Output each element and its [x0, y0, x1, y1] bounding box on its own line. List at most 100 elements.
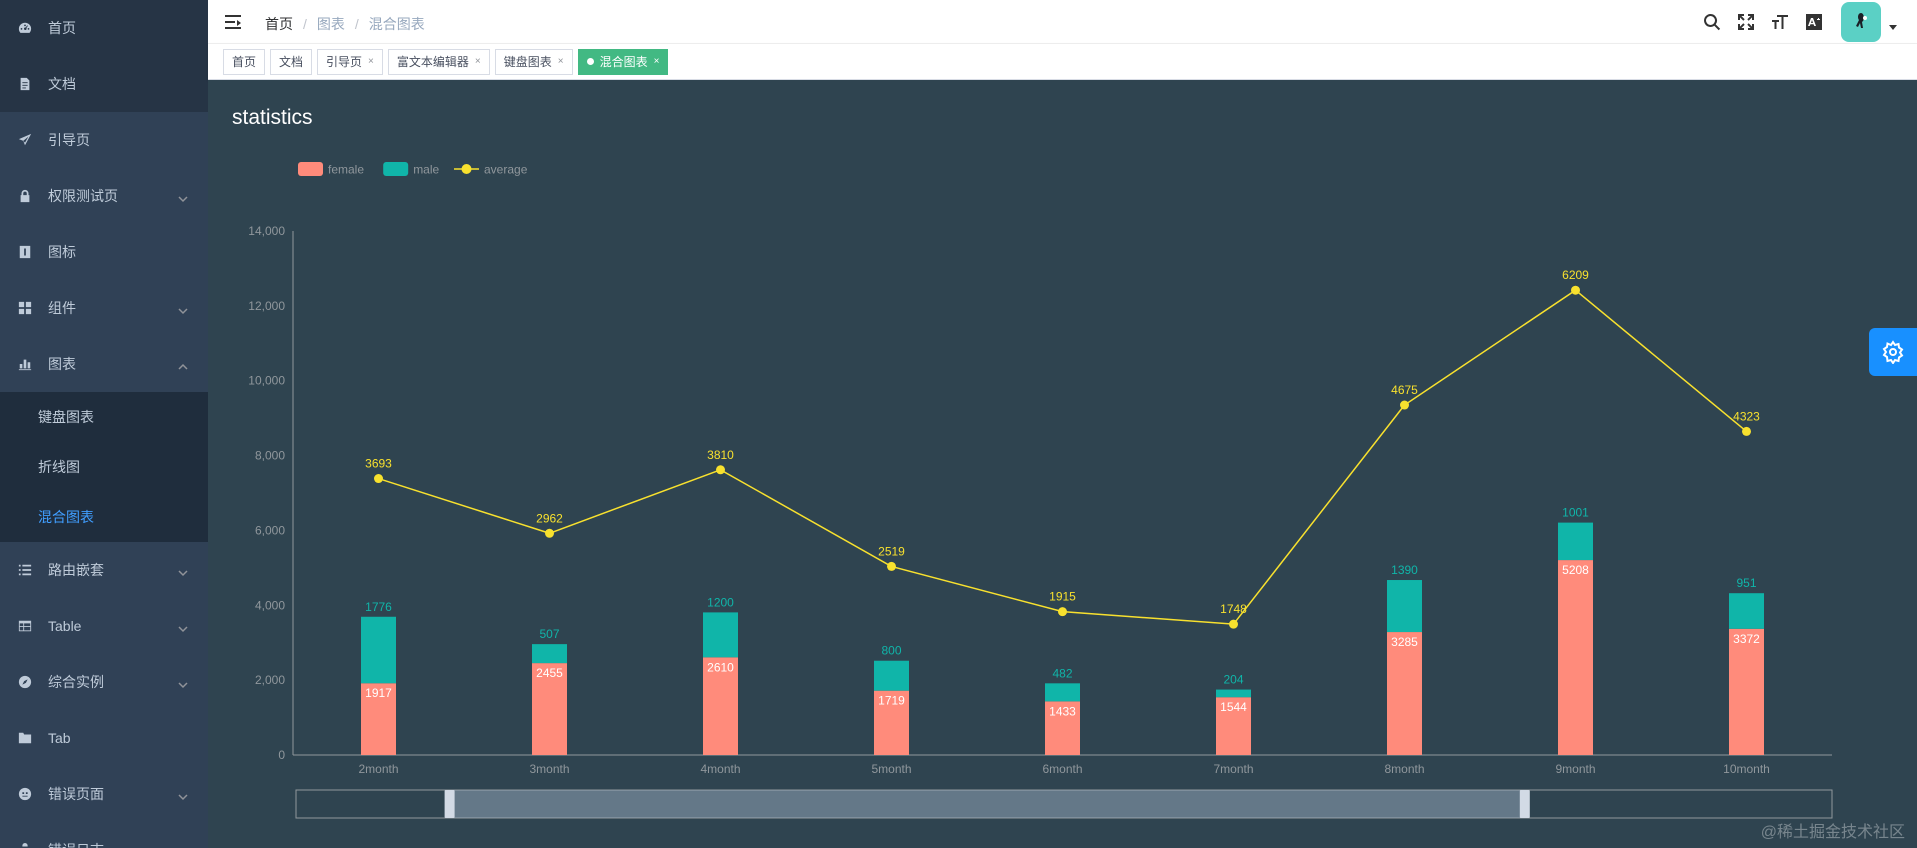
data-label-male: 204	[1223, 673, 1243, 687]
tag-label: 引导页	[326, 55, 363, 69]
close-icon[interactable]: ×	[368, 56, 374, 67]
datazoom-track	[295, 789, 1833, 819]
search-icon[interactable]	[1701, 11, 1723, 33]
sidebar-item-table[interactable]: Table	[0, 598, 208, 654]
y-tick-label: 4,000	[255, 598, 285, 612]
legend-label: male	[413, 163, 439, 177]
datazoom-handle-end[interactable]	[1519, 790, 1530, 818]
fullscreen-icon[interactable]	[1735, 11, 1757, 33]
tags-view: 首页 文档 引导页 × 富文本编辑器 × 键盘图表 × 混合图表 ×	[208, 44, 1917, 80]
tag-label: 混合图表	[599, 55, 648, 69]
sidebar-subitem-line-chart[interactable]: 折线图	[38, 459, 80, 475]
close-icon[interactable]: ×	[474, 56, 481, 67]
tag-rich-editor[interactable]: 富文本编辑器 ×	[387, 48, 490, 75]
data-label-average: 2519	[878, 544, 905, 558]
point-average	[374, 474, 383, 484]
sidebar-item-tab[interactable]: Tab	[0, 710, 208, 766]
tag-home[interactable]: 首页	[223, 48, 266, 75]
sidebar-item-examples[interactable]: 综合实例	[0, 654, 208, 710]
data-label-female: 2455	[536, 666, 563, 680]
sidebar-item-home[interactable]: 首页	[0, 0, 208, 56]
breadcrumb: 首页 / 图表 / 混合图表	[265, 14, 425, 34]
y-tick-label: 6,000	[255, 523, 285, 537]
sidebar-item-nested[interactable]: 路由嵌套	[0, 542, 208, 598]
bar-female	[703, 657, 738, 755]
sidebar-item-icons[interactable]: 图标	[0, 224, 208, 280]
sidebar-item-label: 首页	[48, 20, 76, 36]
sidebar-item-docs[interactable]: 文档	[0, 56, 208, 112]
data-label-female: 1544	[1220, 700, 1247, 714]
x-tick-label: 3month	[529, 762, 569, 776]
x-tick-label: 9month	[1555, 762, 1595, 776]
bug-icon	[18, 843, 32, 848]
language-icon[interactable]	[1803, 11, 1825, 33]
lock-icon	[18, 189, 32, 203]
font-size-icon[interactable]	[1769, 11, 1791, 33]
data-label-male: 951	[1736, 576, 1756, 590]
series-line-average	[378, 289, 1747, 625]
sidebar-item-permission[interactable]: 权限测试页	[0, 168, 208, 224]
data-label-average: 1748	[1220, 602, 1247, 616]
sidebar-item-error-pages[interactable]: 错误页面	[0, 766, 208, 822]
bar-female	[1558, 560, 1593, 755]
tab-icon	[18, 731, 32, 745]
sidebar-item-error-log[interactable]: 错误日志	[0, 822, 208, 848]
tag-guide[interactable]: 引导页 ×	[317, 48, 383, 75]
data-label-female: 1433	[1049, 704, 1076, 718]
mixed-chart: statistics female male average 0 2,000 4,000 6,…	[232, 106, 1833, 819]
point-average	[887, 561, 896, 571]
y-tick-label: 2,000	[255, 673, 285, 687]
sidebar-item-label: 综合实例	[48, 674, 104, 690]
tag-keyboard-chart[interactable]: 键盘图表 ×	[494, 48, 573, 75]
bar-male	[874, 660, 909, 691]
sidebar-item-label: 权限测试页	[48, 188, 118, 204]
hamburger-icon[interactable]	[224, 13, 242, 31]
close-icon[interactable]: ×	[557, 56, 564, 67]
sidebar-item-guide[interactable]: 引导页	[0, 112, 208, 168]
bar-male	[361, 616, 396, 684]
legend-label: average	[484, 163, 528, 177]
data-label-female: 5208	[1562, 563, 1589, 577]
bar-male	[1216, 689, 1251, 698]
bar-male	[1729, 593, 1764, 629]
y-tick-label: 10,000	[248, 374, 285, 388]
y-tick-label: 8,000	[255, 449, 285, 463]
data-label-average: 1915	[1049, 590, 1076, 604]
chevron-down-icon	[178, 677, 188, 689]
sidebar-item-charts[interactable]: 图表	[0, 336, 208, 392]
charts-submenu: 键盘图表 折线图 混合图表	[0, 392, 208, 542]
sidebar-item-label: 图标	[48, 244, 76, 260]
chevron-up-icon	[178, 359, 188, 370]
point-average	[1229, 619, 1238, 629]
datazoom-handle-start[interactable]	[444, 790, 455, 818]
chevron-down-icon	[178, 621, 188, 633]
breadcrumb-item[interactable]: 首页	[265, 16, 293, 32]
sidebar-subitem-keyboard-chart[interactable]: 键盘图表	[38, 409, 94, 425]
chevron-down-icon	[178, 303, 188, 315]
sidebar-item-label: 错误日志	[48, 840, 104, 848]
breadcrumb-separator: /	[354, 16, 359, 32]
grid-icon	[18, 301, 32, 315]
document-icon	[18, 77, 32, 91]
close-icon[interactable]: ×	[653, 56, 660, 67]
watermark: @稀土掘金技术社区	[1760, 824, 1905, 841]
caret-down-icon[interactable]	[1889, 18, 1897, 30]
point-average	[1400, 400, 1409, 410]
legend-label: female	[328, 163, 364, 177]
x-tick-label: 8month	[1384, 762, 1424, 776]
tag-docs[interactable]: 文档	[270, 48, 313, 75]
gear-icon[interactable]	[1869, 328, 1917, 376]
chart-title: statistics	[232, 106, 313, 129]
data-label-female: 1917	[365, 686, 392, 700]
point-average	[545, 528, 554, 538]
bar-male	[532, 644, 567, 664]
sidebar-item-components[interactable]: 组件	[0, 280, 208, 336]
y-tick-label: 12,000	[248, 299, 285, 313]
sidebar-subitem-mixed-chart[interactable]: 混合图表	[38, 509, 94, 525]
avatar[interactable]	[1841, 2, 1881, 42]
sidebar-item-label: 组件	[48, 300, 76, 316]
tag-mixed-chart[interactable]: 混合图表 ×	[577, 48, 669, 75]
data-label-male: 507	[539, 627, 559, 641]
sidebar-item-label: 文档	[48, 76, 76, 92]
x-tick-label: 6month	[1042, 762, 1082, 776]
